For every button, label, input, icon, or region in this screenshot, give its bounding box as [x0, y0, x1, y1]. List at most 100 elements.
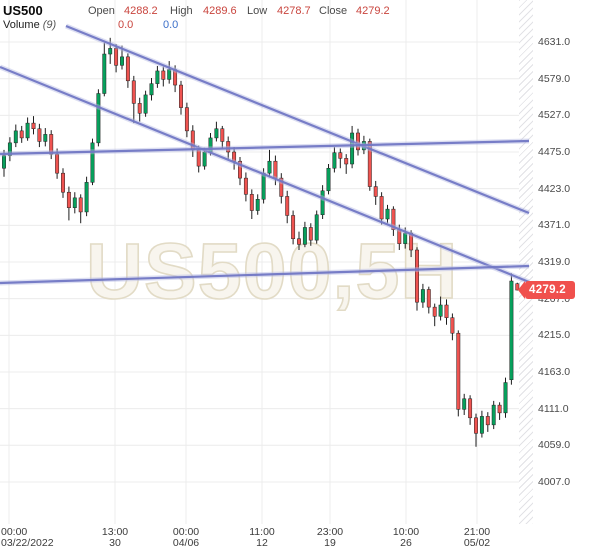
candle-down — [391, 208, 396, 230]
trendline-channel-lower[interactable] — [0, 65, 530, 284]
price-axis-label: 4163.0 — [538, 365, 571, 378]
price-axis-label: 4319.0 — [538, 256, 571, 268]
time-axis-label: 13:00 30 — [101, 526, 129, 549]
current-price-tag: 4279.2 — [518, 281, 575, 300]
trendline-range-upper[interactable] — [0, 139, 530, 156]
candle-down — [373, 186, 378, 197]
candle-down — [226, 141, 231, 153]
candle-up — [255, 199, 260, 211]
candle-down — [285, 196, 290, 216]
volume-period: (9) — [42, 19, 57, 31]
candle-down — [432, 306, 437, 317]
candle-up — [420, 289, 425, 303]
candle-up — [314, 214, 319, 241]
candle-down — [426, 289, 431, 308]
candle-down — [19, 130, 24, 139]
price-axis-label: 4215.0 — [538, 329, 571, 342]
open-value: 4288.2 — [124, 5, 158, 17]
open-label: Open — [88, 5, 115, 17]
candle-up — [13, 130, 18, 144]
time-axis[interactable]: 00:00 03/22/2022 13:00 30 00:00 04/06 11:00 12 2… — [0, 524, 600, 558]
candle-up — [72, 197, 77, 208]
close-value: 4279.2 — [356, 5, 390, 17]
time-axis-label: 00:00 04/06 — [172, 526, 200, 549]
candle-down — [367, 141, 372, 187]
candle-down — [273, 160, 278, 179]
price-axis-label: 4111.0 — [538, 402, 569, 415]
candle-down — [131, 80, 136, 104]
candle-up — [503, 382, 508, 414]
high-value: 4289.6 — [203, 5, 237, 17]
candle-up — [385, 208, 390, 220]
candle-up — [403, 232, 408, 244]
trendline-range-lower[interactable] — [0, 264, 530, 285]
candle-down — [344, 158, 349, 165]
candle-down — [485, 416, 490, 426]
price-axis-label: 4423.0 — [538, 182, 571, 195]
candle-down — [291, 215, 296, 239]
candle-up — [90, 142, 95, 183]
price-axis-label: 4579.0 — [538, 72, 571, 85]
candle-down — [297, 238, 301, 245]
candle-down — [61, 172, 65, 193]
candle-down — [220, 128, 225, 142]
candle-down — [137, 103, 142, 114]
candle-up — [438, 304, 443, 317]
candle-up — [202, 151, 207, 167]
candle-down — [450, 317, 455, 334]
candle-up — [84, 182, 89, 213]
price-axis-label: 4631.0 — [538, 36, 571, 49]
candle-down — [444, 304, 449, 318]
candle-up — [267, 160, 272, 174]
candle-down — [456, 332, 461, 410]
candles-layer — [2, 37, 520, 447]
candle-up — [462, 398, 467, 410]
time-axis-label: 11:00 12 — [249, 526, 275, 549]
candle-down — [338, 152, 343, 159]
candle-down — [49, 134, 54, 155]
high-label: High — [170, 5, 193, 17]
low-label: Low — [247, 5, 268, 17]
candle-down — [125, 56, 130, 82]
price-axis-label: 4527.0 — [538, 109, 571, 122]
price-axis-label: 4059.0 — [538, 439, 571, 452]
candle-up — [96, 93, 101, 144]
candle-up — [149, 83, 154, 96]
price-axis-label: 4371.0 — [538, 219, 571, 232]
candle-down — [249, 194, 254, 211]
candle-down — [497, 404, 502, 414]
candle-up — [167, 69, 172, 80]
candle-down — [474, 417, 478, 434]
time-axis-label: 00:00 03/22/2022 — [1, 526, 54, 549]
candle-up — [214, 128, 219, 139]
candle-up — [25, 122, 30, 139]
candle-up — [108, 48, 113, 55]
candle-down — [468, 398, 473, 419]
time-axis-label: 23:00 19 — [316, 526, 344, 549]
candle-up — [143, 94, 148, 114]
current-price-value: 4279.2 — [525, 281, 575, 300]
candle-up — [120, 56, 124, 66]
trendline-channel-upper[interactable] — [65, 24, 530, 215]
candle-up — [350, 132, 355, 165]
candle-down — [308, 227, 313, 241]
time-axis-label: 21:00 05/02 — [463, 526, 491, 549]
candle-down — [78, 197, 83, 213]
candle-down — [238, 160, 242, 179]
candle-down — [379, 196, 384, 220]
candle-up — [491, 404, 496, 426]
candle-up — [509, 280, 514, 380]
candle-down — [279, 177, 284, 197]
candle-down — [37, 128, 42, 142]
volume-value-1: 0.0 — [118, 19, 134, 31]
close-label: Close — [319, 5, 348, 17]
candle-up — [7, 142, 12, 156]
time-axis-label: 10:00 26 — [392, 526, 420, 549]
volume-value-2: 0.0 — [163, 19, 179, 31]
price-axis[interactable]: 4631.0 4579.0 4527.0 4475.0 4423.0 4371.0 4319… — [533, 0, 600, 524]
candle-down — [179, 84, 183, 108]
candle-down — [356, 132, 360, 151]
candle-up — [155, 70, 160, 84]
